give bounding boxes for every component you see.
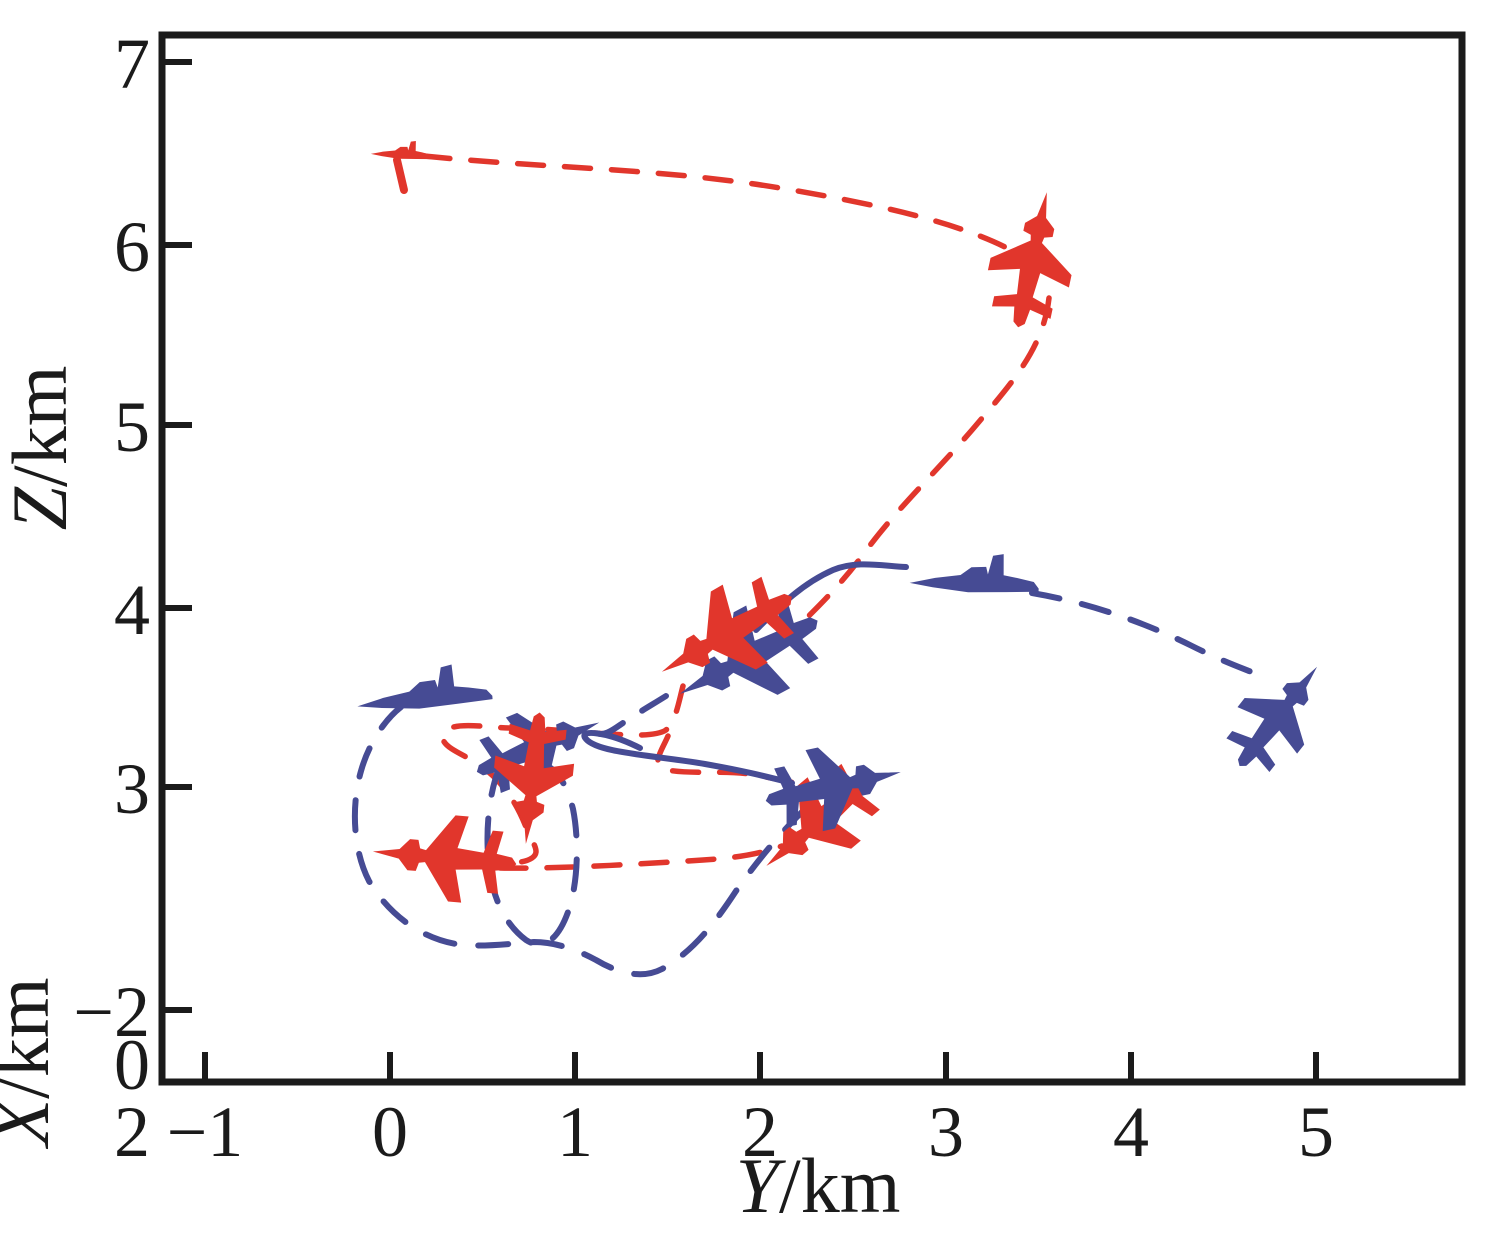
axis-ticks	[162, 59, 1319, 1082]
aircraft	[357, 140, 1318, 903]
x-axis-variable: X	[0, 1096, 65, 1150]
x3d-tick-label: −2	[73, 972, 150, 1052]
blue-path-hook	[581, 730, 795, 786]
blue-fighter-left-icon	[357, 664, 493, 709]
red-fighter-climb-icon	[987, 192, 1072, 328]
x-axis-unit: /km	[0, 978, 65, 1099]
red-fighter-mid-dive-icon	[494, 712, 575, 844]
z-axis-variable: Z	[0, 485, 83, 530]
red-path-low	[497, 843, 785, 871]
y-tick-label: 0	[372, 1092, 408, 1172]
y-tick-label: 2	[742, 1092, 778, 1172]
plot-border	[158, 31, 1466, 1086]
x3d-tick-label: 2	[114, 1092, 150, 1172]
blue-path-right	[1029, 590, 1257, 676]
z-tick-label: 3	[114, 749, 150, 829]
trajectories	[351, 153, 1257, 978]
red-path-hook	[440, 683, 686, 866]
y-tick-label: 3	[928, 1092, 964, 1172]
z-tick-label: 7	[114, 24, 150, 104]
red-fighter-engage-icon	[661, 576, 794, 672]
x-axis-label: X/km	[0, 978, 65, 1150]
y-tick-label: 4	[1113, 1092, 1149, 1172]
y-tick-label: 5	[1298, 1092, 1334, 1172]
y-axis-label: Y/km	[736, 1142, 901, 1229]
plot-box-border	[158, 31, 1466, 1086]
blue-fighter-level-icon	[909, 554, 1039, 593]
z-tick-label: 6	[114, 207, 150, 287]
blue-path-diag	[594, 693, 669, 737]
blue-fighter-right-icon	[1226, 666, 1318, 773]
z-tick-label: 4	[114, 570, 150, 650]
y-axis-unit: /km	[779, 1142, 900, 1229]
red-fighter-start-icon	[370, 140, 433, 160]
blue-path-loops	[351, 704, 809, 978]
y-tick-label: −1	[167, 1092, 244, 1172]
red-path-contrail	[393, 156, 408, 194]
z-axis-unit: /km	[0, 366, 83, 487]
z-axis-label: Z/km	[0, 366, 83, 531]
y-axis-variable: Y	[736, 1142, 787, 1229]
y-tick-label: 1	[557, 1092, 593, 1172]
red-path-high	[421, 153, 1008, 250]
red-fighter-low-icon	[372, 815, 517, 903]
blue-fighter-low-pair-icon	[765, 747, 901, 832]
x3d-tick-label: 0	[114, 1025, 150, 1105]
z-tick-label: 5	[114, 387, 150, 467]
red-path-descent	[789, 295, 1052, 635]
